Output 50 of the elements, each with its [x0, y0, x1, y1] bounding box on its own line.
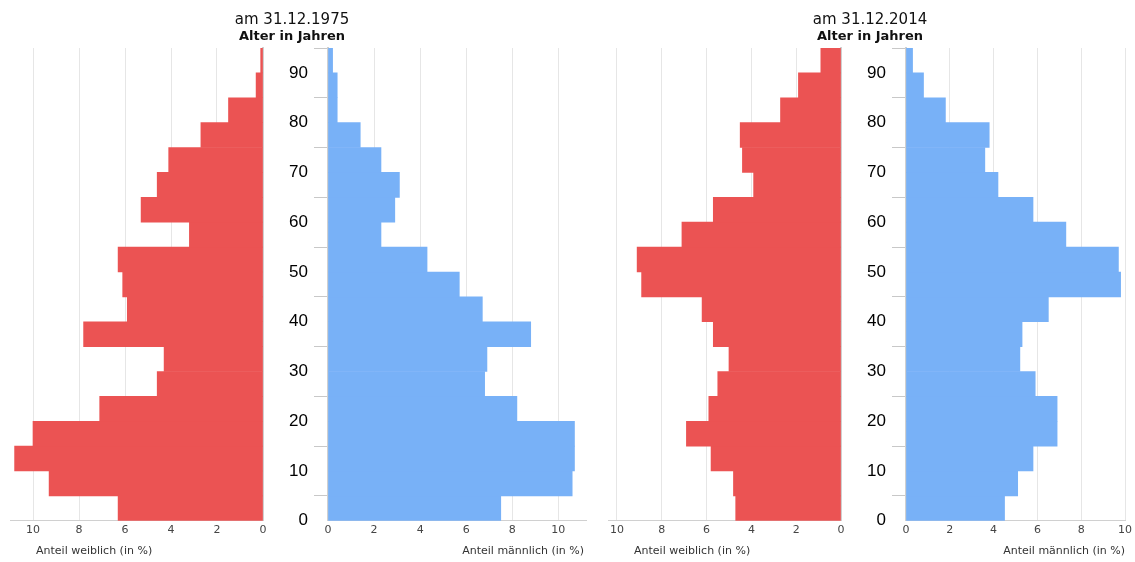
- x-tick-label: 6: [121, 523, 129, 537]
- x-tick-label: 10: [26, 523, 40, 537]
- y-tick-label: 10: [289, 460, 308, 480]
- x-tick-label: 4: [990, 523, 998, 537]
- x-tick-label: 2: [946, 523, 954, 537]
- x-tick-label: 6: [703, 523, 711, 537]
- x-tick-label: 10: [1118, 523, 1132, 537]
- y-tick-label: 20: [867, 410, 886, 430]
- chart-title: am 31.12.2014: [812, 10, 928, 28]
- y-tick-label: 40: [867, 311, 886, 331]
- x-tick-label: 0: [324, 523, 332, 537]
- y-tick-label: 90: [289, 62, 308, 82]
- y-tick-label: 20: [289, 410, 308, 430]
- x-tick-label: 6: [1033, 523, 1041, 537]
- chart-subtitle: Alter in Jahren: [815, 28, 925, 43]
- x-tick-label: 0: [259, 523, 267, 537]
- x-axis-title: Anteil weiblich (in %): [634, 544, 751, 557]
- y-tick-label: 30: [867, 361, 886, 381]
- x-tick-label: 0: [902, 523, 910, 537]
- x-axis-title: Anteil männlich (in %): [1003, 544, 1125, 557]
- x-axis-title: Anteil weiblich (in %): [36, 544, 153, 557]
- y-tick-label: 60: [289, 211, 308, 231]
- x-tick-label: 0: [837, 523, 845, 537]
- x-tick-label: 10: [551, 523, 566, 537]
- y-tick-label: 70: [289, 162, 308, 182]
- chart-subtitle: Alter in Jahren: [237, 28, 347, 43]
- x-tick-label: 8: [1077, 523, 1085, 537]
- y-tick-label: 50: [289, 261, 308, 281]
- x-tick-label: 2: [213, 523, 221, 537]
- chart-title: am 31.12.1975: [234, 10, 350, 28]
- x-tick-label: 2: [370, 523, 378, 537]
- y-tick-label: 30: [289, 361, 308, 381]
- x-tick-label: 4: [747, 523, 755, 537]
- x-tick-label: 4: [416, 523, 424, 537]
- y-tick-label: 40: [289, 311, 308, 331]
- x-tick-label: 4: [167, 523, 175, 537]
- y-tick-label: 10: [867, 460, 886, 480]
- y-tick-label: 80: [867, 112, 886, 132]
- x-tick-label: 6: [462, 523, 470, 537]
- y-tick-label: 80: [289, 112, 308, 132]
- y-tick-label: 70: [867, 162, 886, 182]
- x-tick-label: 8: [508, 523, 516, 537]
- x-tick-label: 8: [75, 523, 83, 537]
- x-tick-label: 2: [792, 523, 800, 537]
- x-tick-label: 8: [658, 523, 666, 537]
- y-tick-label: 50: [867, 261, 886, 281]
- y-tick-label: 90: [867, 62, 886, 82]
- x-tick-label: 10: [609, 523, 624, 537]
- y-tick-label: 60: [867, 211, 886, 231]
- x-axis-title: Anteil männlich (in %): [462, 544, 584, 557]
